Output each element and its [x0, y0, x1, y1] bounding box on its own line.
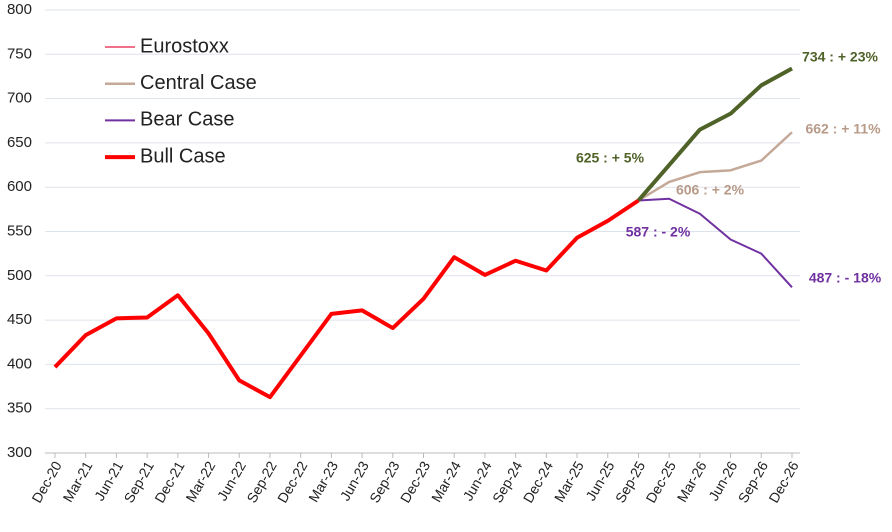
y-tick-label: 450 [7, 311, 32, 328]
series-line [637, 131, 793, 202]
x-tick-label: Dec-23 [397, 458, 434, 505]
y-tick-label: 550 [7, 222, 32, 239]
legend-label: Eurostoxx [140, 35, 229, 57]
y-tick-label: 350 [7, 400, 32, 417]
annotation: 625 : + 5% [576, 150, 645, 166]
series-line [638, 197, 793, 288]
forecast-line [636, 66, 793, 202]
y-tick-label: 300 [7, 444, 32, 461]
x-tick-label: Dec-21 [151, 458, 188, 505]
annotation: 587 : - 2% [626, 224, 691, 240]
y-tick-label: 650 [7, 134, 32, 151]
y-tick-label: 750 [7, 45, 32, 62]
x-tick-label: Dec-20 [28, 458, 65, 505]
x-tick-label: Dec-22 [274, 458, 311, 505]
y-tick-label: 500 [7, 267, 32, 284]
legend-label: Bull Case [140, 145, 226, 167]
x-tick-label: Mar-23 [305, 458, 341, 505]
x-tick-label: Mar-25 [551, 458, 587, 505]
x-tick-label: Dec-26 [765, 458, 802, 505]
legend-label: Bear Case [140, 109, 235, 131]
x-tick-label: Mar-21 [59, 458, 95, 505]
annotation: 606 : + 2% [676, 182, 745, 198]
annotation: 662 : + 11% [805, 121, 881, 137]
x-tick-label: Mar-26 [674, 458, 710, 505]
annotation: 487 : - 18% [809, 270, 882, 286]
y-tick-label: 400 [7, 355, 32, 372]
y-tick-label: 600 [7, 178, 32, 195]
annotation: 734 : + 23% [802, 49, 878, 65]
x-tick-label: Mar-22 [182, 458, 218, 505]
y-tick-label: 700 [7, 90, 32, 107]
x-tick-label: Dec-24 [520, 458, 557, 505]
x-tick-label: Dec-25 [643, 458, 680, 505]
legend-label: Central Case [140, 72, 257, 94]
x-tick-label: Mar-24 [428, 458, 464, 505]
y-tick-label: 800 [7, 1, 32, 18]
history-line [53, 198, 640, 400]
